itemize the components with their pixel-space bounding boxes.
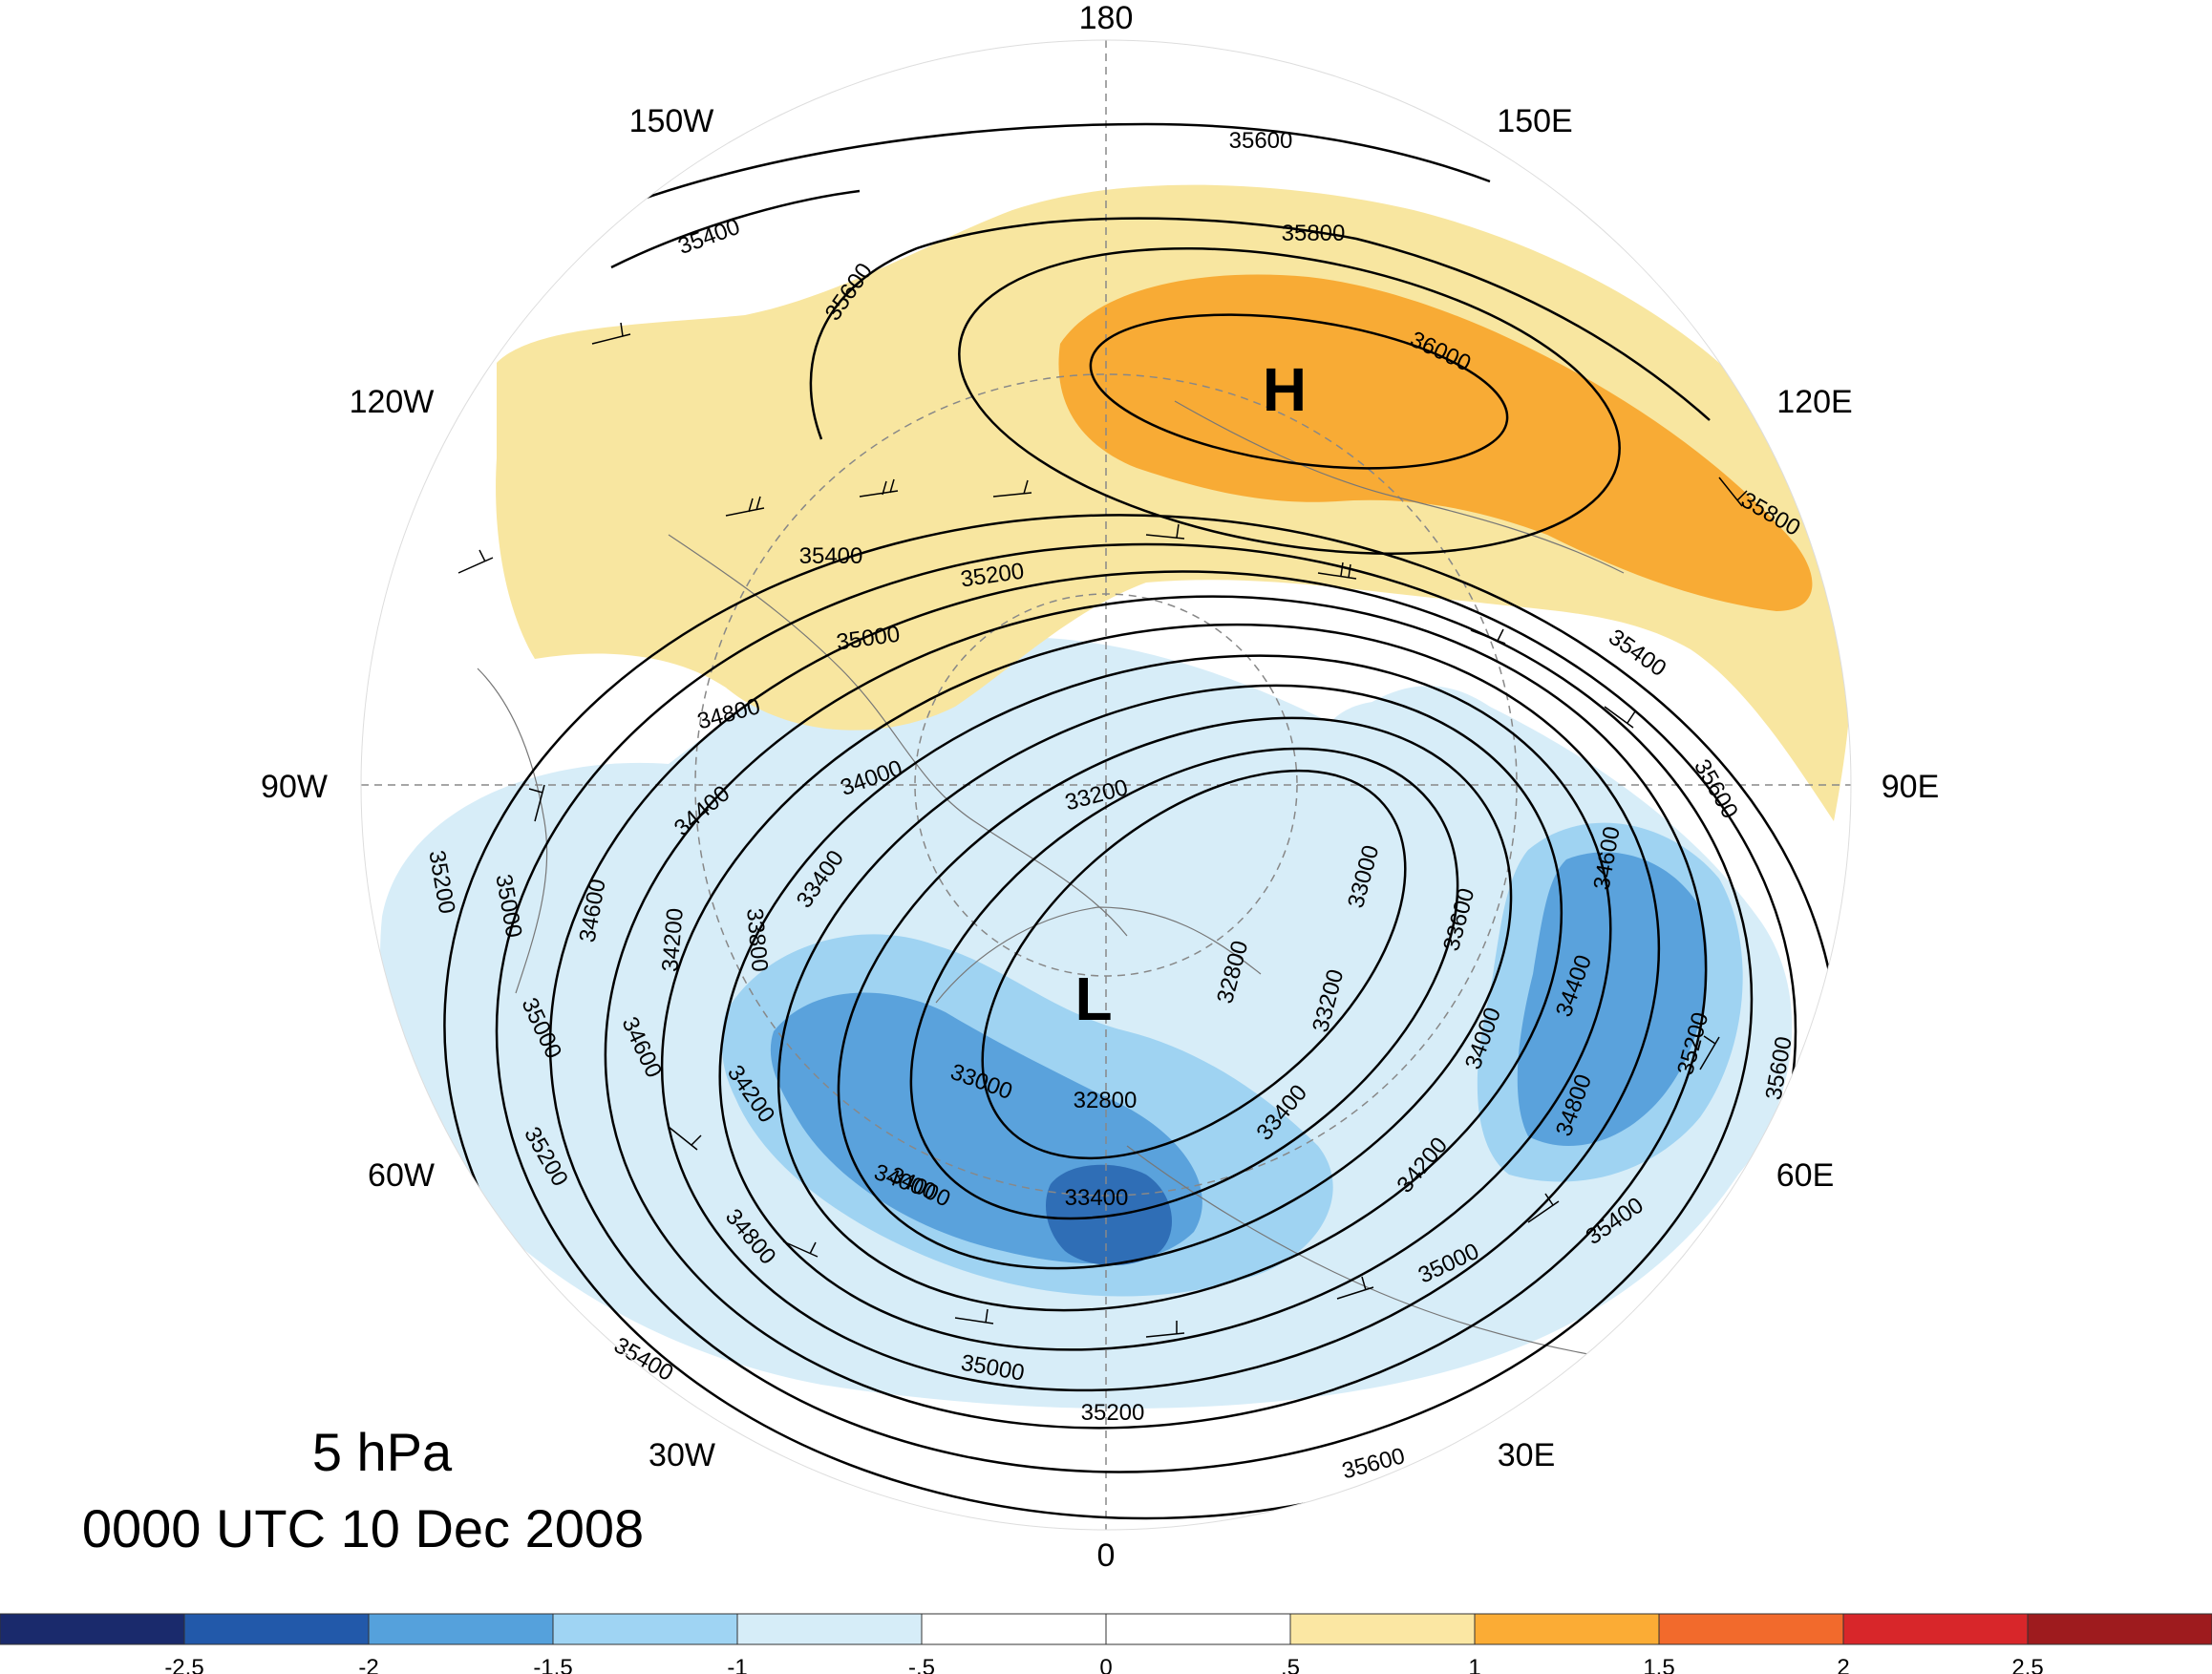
lon-label-60e: 60E bbox=[1776, 1157, 1835, 1194]
colorbar-segment bbox=[368, 1613, 554, 1645]
wind-barbs bbox=[457, 322, 1748, 1338]
contour-label: 32800 bbox=[1074, 1088, 1138, 1113]
contour-ring bbox=[548, 570, 1754, 1473]
contour-35600-north bbox=[610, 122, 1491, 212]
colorbar-segment bbox=[736, 1613, 923, 1645]
negative-anomaly-region-dark-east bbox=[1517, 852, 1708, 1146]
contour-label: 34200 bbox=[657, 907, 689, 973]
valid-time-title: 0000 UTC 10 Dec 2008 bbox=[82, 1498, 644, 1558]
contour-ring bbox=[495, 542, 1797, 1520]
contour-label: 35200 bbox=[1081, 1400, 1145, 1426]
contour-ring bbox=[660, 623, 1661, 1392]
colorbar-tick-label: 0 bbox=[1099, 1655, 1112, 1674]
lon-label-120e: 120E bbox=[1776, 384, 1852, 420]
colorbar-tick-label: .5 bbox=[1281, 1655, 1300, 1674]
contour-label: 35800 bbox=[1282, 221, 1346, 246]
lon-label-150e: 150E bbox=[1497, 103, 1572, 139]
lon-label-90e: 90E bbox=[1882, 769, 1940, 805]
colorbar-tick-label: 1 bbox=[1468, 1655, 1480, 1674]
colorbar-segment bbox=[1658, 1613, 1844, 1645]
contour-label: 33800 bbox=[741, 907, 773, 973]
colorbar-tick-label: 1.5 bbox=[1643, 1655, 1674, 1674]
lon-label-30e: 30E bbox=[1498, 1437, 1556, 1473]
contour-ring bbox=[981, 769, 1407, 1160]
colorbar-tick-label: -1.5 bbox=[533, 1655, 572, 1674]
contour-ring bbox=[837, 716, 1513, 1270]
colorbar-segment bbox=[2027, 1613, 2212, 1645]
colorbar-segment bbox=[1289, 1613, 1476, 1645]
parallel-60n bbox=[914, 593, 1298, 977]
colorbar: -2.5 -2 -1.5 -1 -.5 0 .5 1 1.5 2 2.5 bbox=[0, 1613, 2212, 1674]
coastlines bbox=[477, 400, 1663, 1367]
contour-35400-north bbox=[610, 189, 861, 269]
colorbar-segment bbox=[1474, 1613, 1660, 1645]
contour-ring-high bbox=[1089, 313, 1509, 470]
colorbar-tick-label: -.5 bbox=[908, 1655, 935, 1674]
lon-label-60w: 60W bbox=[368, 1157, 435, 1194]
lon-label-120w: 120W bbox=[350, 384, 435, 420]
longitude-labels: 180 150E 120E 90E 60E 30E 0 30W 60W 90W … bbox=[261, 0, 1939, 1574]
colorbar-tick-label: 2.5 bbox=[2011, 1655, 2043, 1674]
high-pressure-center: H bbox=[1263, 355, 1307, 424]
pressure-level-title: 5 hPa bbox=[312, 1422, 453, 1482]
lon-label-90w: 90W bbox=[261, 769, 328, 805]
lon-label-180: 180 bbox=[1079, 0, 1134, 36]
low-pressure-center: L bbox=[1074, 964, 1112, 1033]
contour-label: 33400 bbox=[1065, 1185, 1129, 1211]
colorbar-segment bbox=[0, 1613, 185, 1645]
colorbar-tick-label: -2.5 bbox=[164, 1655, 203, 1674]
colorbar-tick-label: 2 bbox=[1837, 1655, 1849, 1674]
lon-label-150w: 150W bbox=[629, 103, 714, 139]
negative-anomaly-region-northeast bbox=[1328, 700, 1488, 842]
map-boundary bbox=[360, 39, 1852, 1531]
contour-label: 35400 bbox=[799, 543, 863, 569]
lon-label-0: 0 bbox=[1097, 1537, 1116, 1574]
contour-ring bbox=[776, 684, 1563, 1312]
colorbar-tick-label: -2 bbox=[358, 1655, 378, 1674]
contour-label: 35400 bbox=[674, 214, 743, 260]
contour-ring-high bbox=[958, 247, 1621, 555]
positive-anomaly-region-strong bbox=[1058, 274, 1813, 611]
colorbar-segment bbox=[552, 1613, 738, 1645]
contour-label: 35600 bbox=[1229, 128, 1293, 154]
contour-label: 35600 bbox=[1339, 1443, 1407, 1484]
contour-ring bbox=[718, 654, 1612, 1351]
lon-label-30w: 30W bbox=[649, 1437, 715, 1473]
contour-ring bbox=[604, 595, 1708, 1430]
contour-ring bbox=[909, 747, 1459, 1220]
colorbar-segment bbox=[183, 1613, 370, 1645]
colorbar-segment bbox=[921, 1613, 1107, 1645]
colorbar-segment bbox=[1842, 1613, 2029, 1645]
contour-35600-west bbox=[809, 217, 1711, 440]
colorbar-segment bbox=[1105, 1613, 1291, 1645]
colorbar-tick-label: -1 bbox=[727, 1655, 747, 1674]
